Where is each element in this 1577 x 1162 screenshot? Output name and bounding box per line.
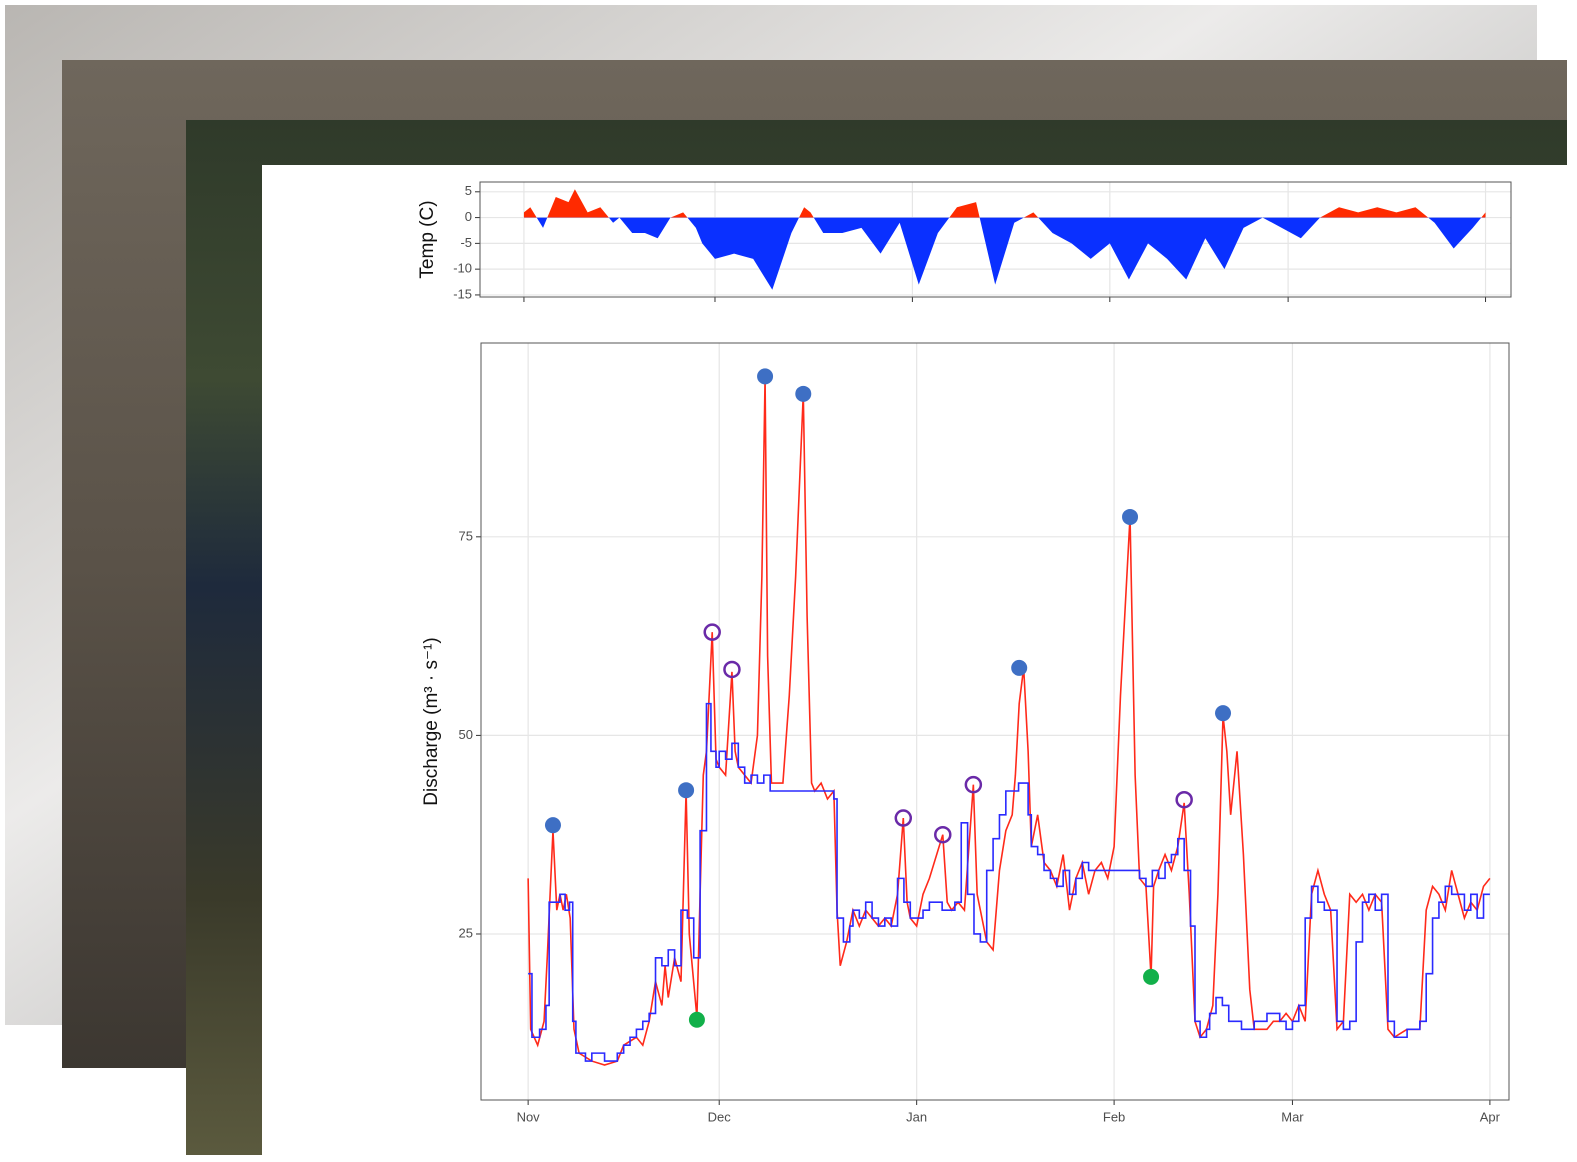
y-tick-label: 50: [459, 727, 473, 742]
page: {"chart_data": [ {"type": "area", "y_lab…: [0, 0, 1577, 1162]
peak-marker: [1122, 509, 1138, 525]
y-tick-label: -15: [453, 286, 472, 301]
y-axis-title: Temp (C): [417, 200, 438, 278]
peak-marker: [757, 368, 773, 384]
y-tick-label: 5: [465, 183, 472, 198]
y-tick-label: 0: [465, 209, 472, 224]
x-tick-label: Feb: [1103, 1109, 1125, 1124]
y-tick-label: -5: [460, 235, 472, 250]
peak-marker: [1143, 969, 1159, 985]
plot-background: [481, 343, 1509, 1100]
peak-marker: [1011, 660, 1027, 676]
peak-marker: [795, 386, 811, 402]
peak-marker: [545, 817, 561, 833]
peak-marker: [689, 1012, 705, 1028]
y-tick-label: 75: [459, 528, 473, 543]
screen: 50-5-10-15Temp (C)255075NovDecJanFebMarA…: [0, 0, 1577, 1162]
peak-marker: [678, 782, 694, 798]
y-axis-title: Discharge (m³ · s⁻¹): [421, 637, 442, 805]
x-tick-label: Apr: [1480, 1109, 1501, 1124]
x-tick-label: Nov: [517, 1109, 541, 1124]
peak-marker: [1215, 705, 1231, 721]
y-tick-label: 25: [459, 925, 473, 940]
y-tick-label: -10: [453, 261, 472, 276]
x-tick-label: Jan: [906, 1109, 927, 1124]
x-tick-label: Dec: [708, 1109, 732, 1124]
x-tick-label: Mar: [1281, 1109, 1304, 1124]
